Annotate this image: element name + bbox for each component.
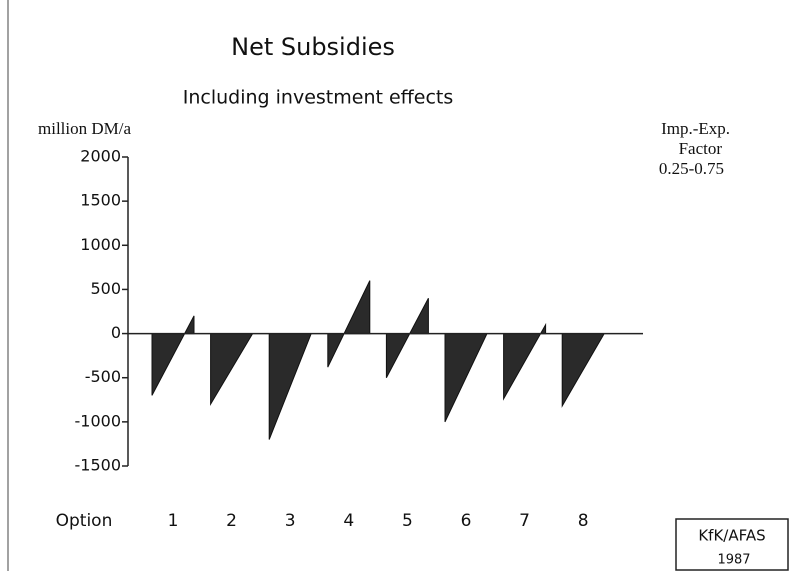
sawtooth	[327, 280, 371, 368]
credit: KfK/AFAS	[698, 527, 765, 545]
sawtooth	[561, 333, 606, 408]
y-tick-label: 2000	[80, 147, 121, 166]
annotation: Factor	[679, 139, 723, 158]
sawtooth	[151, 315, 195, 396]
y-tick-label: 1000	[80, 235, 121, 254]
annotation: Imp.-Exp.	[661, 119, 730, 138]
credit-box	[675, 518, 789, 571]
sawtooth	[444, 333, 488, 423]
y-tick-label: 1500	[80, 191, 121, 210]
sawtooth	[268, 333, 312, 440]
y-tick-label: -500	[85, 367, 121, 386]
x-tick-label: 6	[461, 511, 472, 531]
sawtooth	[503, 322, 547, 401]
chart-title: Net Subsidies	[231, 33, 395, 61]
y-axis-label: million DM/a	[38, 119, 131, 138]
y-tick-label: -1000	[75, 411, 122, 430]
x-tick-label: 5	[402, 511, 413, 531]
y-tick-label: 500	[90, 279, 121, 298]
x-tick-label: 8	[578, 511, 589, 531]
x-tick-label: 2	[226, 511, 237, 531]
y-tick-label: -1500	[75, 456, 122, 475]
x-tick-label: 3	[285, 511, 296, 531]
x-tick-label: 1	[168, 511, 179, 531]
sawtooth	[210, 333, 254, 407]
y-tick-label: 0	[111, 323, 121, 342]
sawtooth	[385, 298, 429, 378]
x-tick-label: 4	[343, 511, 354, 531]
chart-subtitle: Including investment effects	[183, 87, 454, 109]
x-axis-label: Option	[56, 511, 113, 531]
annotation: 0.25-0.75	[659, 159, 724, 178]
x-tick-label: 7	[519, 511, 530, 531]
credit: 1987	[717, 553, 750, 568]
